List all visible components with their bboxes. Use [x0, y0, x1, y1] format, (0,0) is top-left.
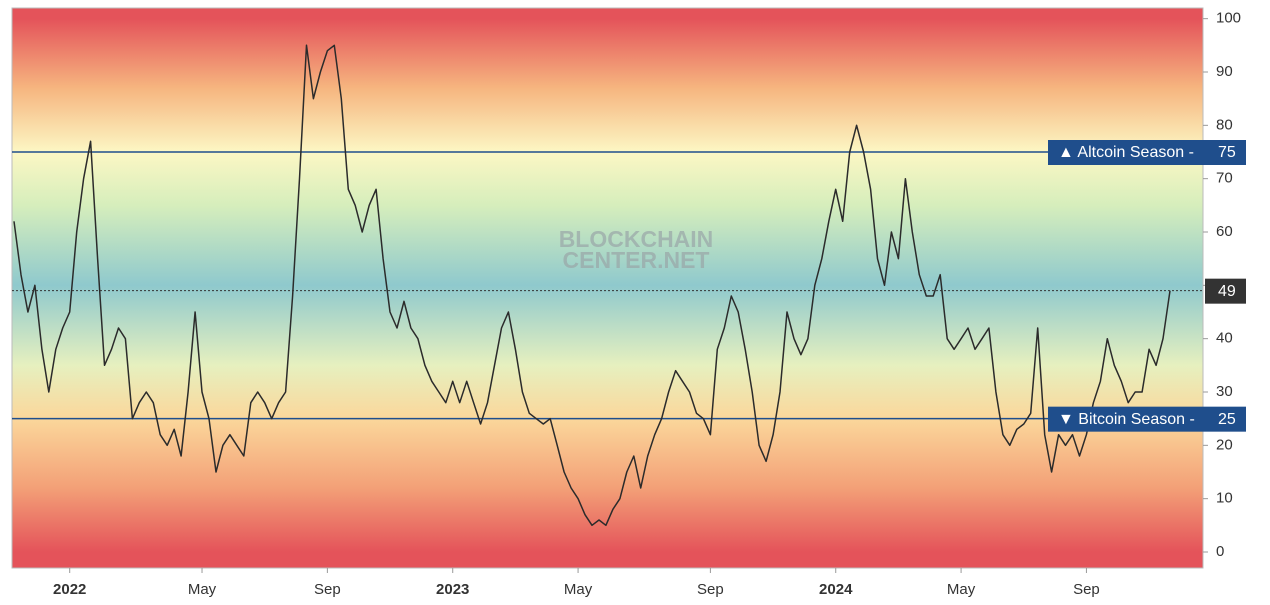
- x-tick-label: 2023: [436, 581, 469, 598]
- x-tick-label: 2022: [53, 581, 86, 598]
- x-tick-label: 2024: [819, 581, 853, 598]
- last-value-box: [1205, 278, 1246, 304]
- x-tick-label: Sep: [697, 581, 724, 598]
- y-tick-label: 70: [1216, 170, 1233, 187]
- y-tick-label: 20: [1216, 436, 1233, 453]
- x-tick-label: Sep: [314, 581, 341, 598]
- plot-border: [11, 7, 1204, 569]
- watermark: CENTER.NET: [563, 247, 710, 273]
- reference-label: ▼ Bitcoin Season -: [1058, 411, 1195, 428]
- x-tick-label: Sep: [1073, 581, 1100, 598]
- x-tick-label: May: [564, 581, 593, 598]
- reference-label-box: [1048, 140, 1246, 165]
- x-tick-label: May: [947, 581, 976, 598]
- watermark: BLOCKCHAIN: [559, 226, 714, 252]
- y-tick-label: 40: [1216, 330, 1233, 347]
- reference-label: ▲ Altcoin Season -: [1058, 144, 1194, 161]
- index-line: [13, 44, 1171, 527]
- plot-background: [12, 8, 1203, 568]
- reference-value: 75: [1218, 144, 1236, 161]
- y-tick-label: 0: [1216, 543, 1224, 560]
- reference-value: 25: [1218, 411, 1236, 428]
- y-tick-label: 100: [1216, 10, 1241, 27]
- y-tick-label: 90: [1216, 63, 1233, 80]
- y-tick-label: 80: [1216, 116, 1233, 133]
- last-value-label: 49: [1218, 283, 1236, 300]
- y-tick-label: 30: [1216, 383, 1233, 400]
- reference-label-box: [1048, 406, 1246, 432]
- y-tick-label: 10: [1216, 490, 1233, 507]
- x-tick-label: May: [188, 581, 217, 598]
- y-tick-label: 60: [1216, 223, 1233, 240]
